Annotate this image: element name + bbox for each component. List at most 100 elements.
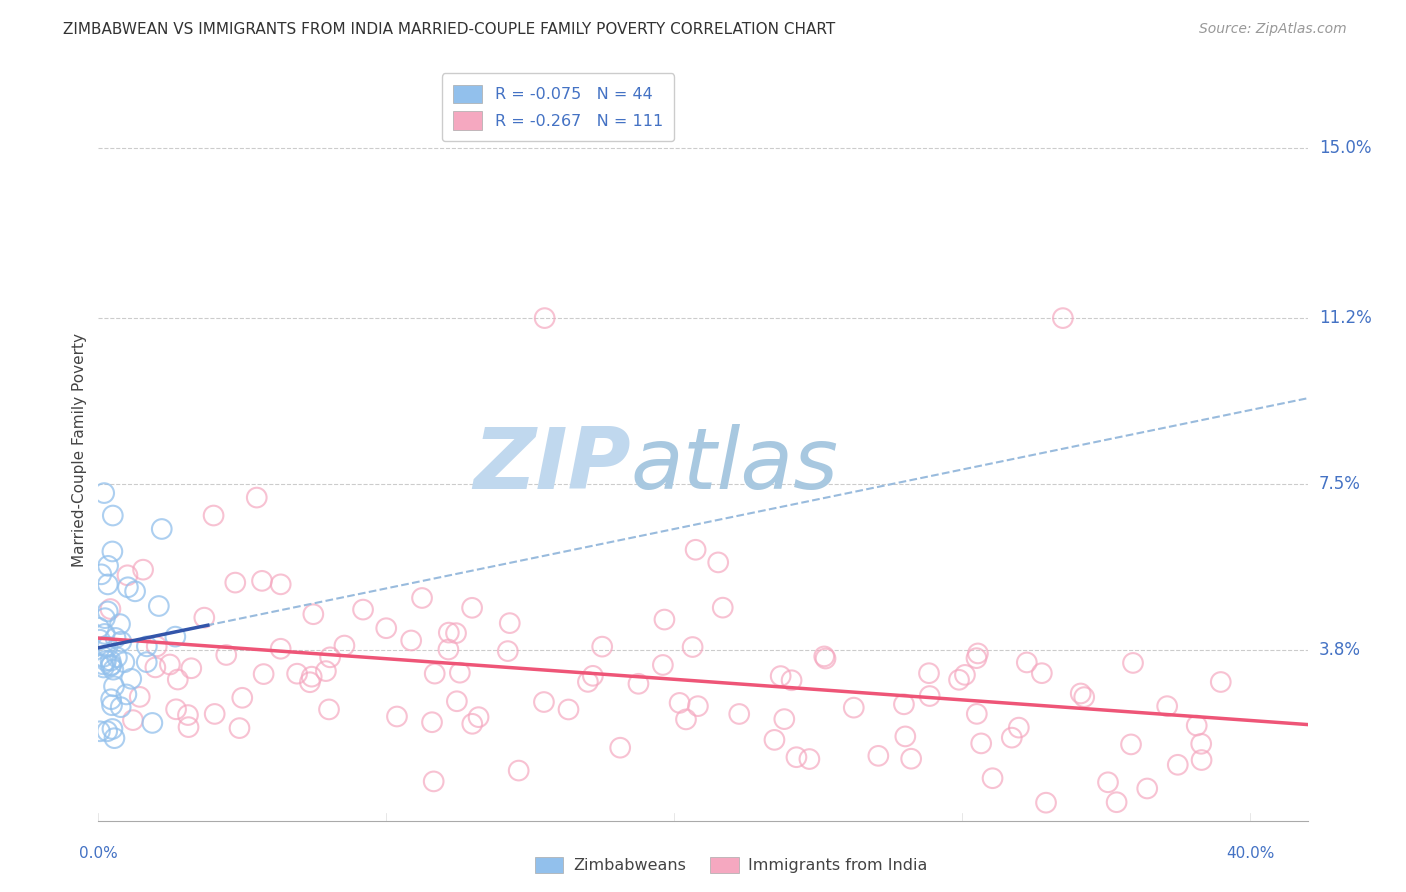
Point — [93, 627, 115, 641]
Point — [1156, 699, 1178, 714]
Point — [496, 644, 519, 658]
Point — [707, 555, 730, 569]
Point — [135, 640, 157, 654]
Point — [91, 657, 114, 672]
Point — [270, 641, 292, 656]
Point — [576, 674, 599, 689]
Point — [103, 663, 125, 677]
Point — [120, 672, 142, 686]
Point — [970, 736, 993, 750]
Point — [411, 591, 433, 605]
Point — [966, 651, 988, 665]
Point — [143, 660, 166, 674]
Point — [93, 660, 115, 674]
Point — [97, 640, 120, 654]
Point — [1031, 666, 1053, 681]
Point — [177, 708, 200, 723]
Point — [246, 491, 269, 505]
Point — [785, 750, 807, 764]
Point — [96, 724, 118, 739]
Point — [966, 706, 988, 721]
Point — [1119, 738, 1142, 752]
Point — [165, 630, 187, 644]
Text: ZIMBABWEAN VS IMMIGRANTS FROM INDIA MARRIED-COUPLE FAMILY POVERTY CORRELATION CH: ZIMBABWEAN VS IMMIGRANTS FROM INDIA MARR… — [63, 22, 835, 37]
Point — [1070, 686, 1092, 700]
Point — [918, 666, 941, 681]
Point — [499, 616, 522, 631]
Point — [1189, 737, 1212, 751]
Point — [110, 700, 132, 714]
Point — [117, 580, 139, 594]
Point — [1122, 656, 1144, 670]
Point — [94, 611, 117, 625]
Point — [145, 640, 167, 654]
Point — [315, 664, 337, 678]
Point — [423, 666, 446, 681]
Point — [250, 574, 273, 588]
Text: ZIP: ZIP — [472, 424, 630, 507]
Point — [948, 673, 970, 687]
Point — [1097, 775, 1119, 789]
Point — [115, 687, 138, 701]
Point — [108, 617, 131, 632]
Point — [100, 657, 122, 672]
Point — [101, 722, 124, 736]
Point — [301, 670, 323, 684]
Point — [814, 651, 837, 665]
Point — [302, 607, 325, 622]
Point — [1052, 311, 1074, 326]
Point — [100, 602, 122, 616]
Point — [97, 604, 120, 618]
Point — [298, 675, 321, 690]
Text: 15.0%: 15.0% — [1319, 138, 1371, 157]
Point — [437, 625, 460, 640]
Point — [124, 584, 146, 599]
Point — [177, 720, 200, 734]
Point — [1008, 721, 1031, 735]
Point — [135, 655, 157, 669]
Point — [918, 689, 941, 703]
Point — [375, 621, 398, 635]
Point — [193, 610, 215, 624]
Point — [780, 673, 803, 688]
Point — [533, 695, 555, 709]
Point — [352, 602, 374, 616]
Point — [893, 698, 915, 712]
Point — [252, 667, 274, 681]
Point — [1209, 675, 1232, 690]
Point — [591, 640, 613, 654]
Point — [711, 600, 734, 615]
Point — [953, 668, 976, 682]
Point — [467, 710, 489, 724]
Point — [97, 577, 120, 591]
Point — [682, 640, 704, 654]
Point — [799, 752, 821, 766]
Point — [894, 730, 917, 744]
Point — [285, 666, 308, 681]
Point — [105, 650, 128, 665]
Point — [533, 311, 555, 326]
Point — [101, 698, 124, 713]
Point — [270, 577, 292, 591]
Point — [101, 544, 124, 558]
Point — [1185, 718, 1208, 732]
Text: 40.0%: 40.0% — [1226, 846, 1274, 861]
Text: 0.0%: 0.0% — [79, 846, 118, 861]
Point — [228, 721, 250, 735]
Point — [166, 673, 188, 687]
Text: 3.8%: 3.8% — [1319, 641, 1361, 659]
Point — [449, 665, 471, 680]
Point — [101, 508, 124, 523]
Point — [437, 642, 460, 657]
Y-axis label: Married-Couple Family Poverty: Married-Couple Family Poverty — [72, 334, 87, 567]
Point — [90, 567, 112, 582]
Point — [1105, 795, 1128, 809]
Point — [122, 713, 145, 727]
Point — [842, 700, 865, 714]
Point — [100, 654, 122, 668]
Point — [97, 558, 120, 573]
Point — [204, 706, 226, 721]
Legend: R = -0.075   N = 44, R = -0.267   N = 111: R = -0.075 N = 44, R = -0.267 N = 111 — [441, 73, 673, 141]
Point — [104, 631, 127, 645]
Point — [112, 655, 135, 669]
